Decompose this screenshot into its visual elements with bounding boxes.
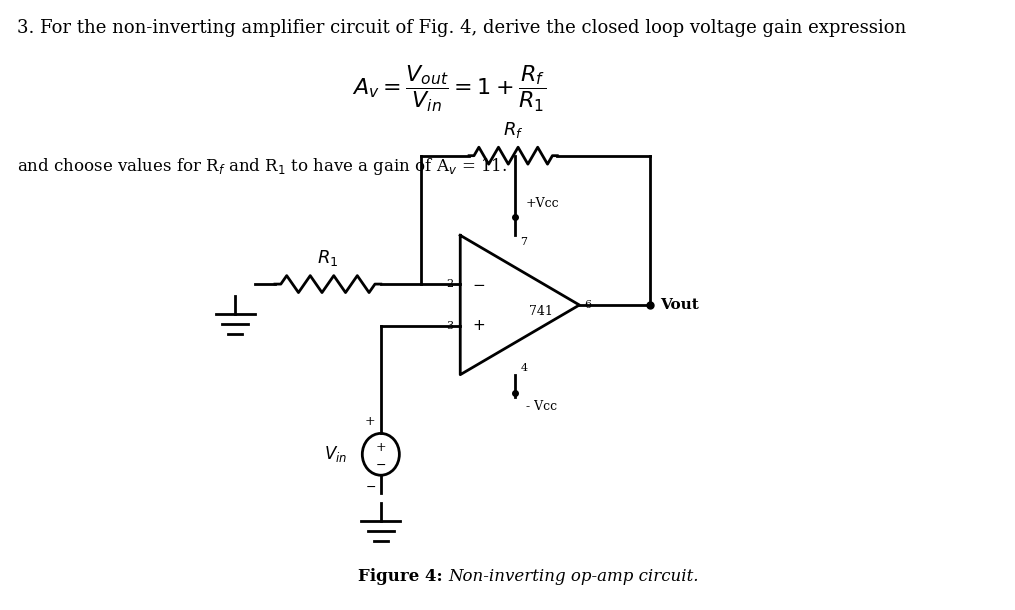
Text: - Vcc: - Vcc [526, 400, 556, 412]
Text: $R_f$: $R_f$ [502, 120, 524, 140]
Text: +: + [376, 441, 386, 454]
Text: +Vcc: +Vcc [526, 198, 559, 210]
Text: $R_1$: $R_1$ [318, 248, 339, 268]
Text: Figure 4:: Figure 4: [358, 569, 449, 585]
Text: $-$: $-$ [364, 480, 376, 493]
Text: $-$: $-$ [472, 277, 485, 291]
Text: $A_v = \dfrac{V_{out}}{V_{in}} = 1 + \dfrac{R_f}{R_1}$: $A_v = \dfrac{V_{out}}{V_{in}} = 1 + \df… [351, 64, 546, 114]
Text: $V_{in}$: $V_{in}$ [324, 444, 347, 464]
Text: Non-inverting op-amp circuit.: Non-inverting op-amp circuit. [449, 569, 699, 585]
Text: 4: 4 [521, 363, 528, 373]
Text: Vout: Vout [661, 298, 699, 312]
Text: 3: 3 [446, 321, 453, 331]
Text: 6: 6 [585, 300, 592, 310]
Text: 3. For the non-inverting amplifier circuit of Fig. 4, derive the closed loop vol: 3. For the non-inverting amplifier circu… [17, 20, 906, 37]
Text: $+$: $+$ [472, 319, 485, 333]
Text: 7: 7 [521, 237, 527, 247]
Text: $-$: $-$ [376, 458, 387, 471]
Text: 741: 741 [529, 306, 552, 318]
Text: +: + [365, 415, 376, 428]
Text: and choose values for R$_f$ and R$_1$ to have a gain of A$_v$ = 11.: and choose values for R$_f$ and R$_1$ to… [17, 156, 508, 177]
Text: 2: 2 [446, 279, 453, 289]
